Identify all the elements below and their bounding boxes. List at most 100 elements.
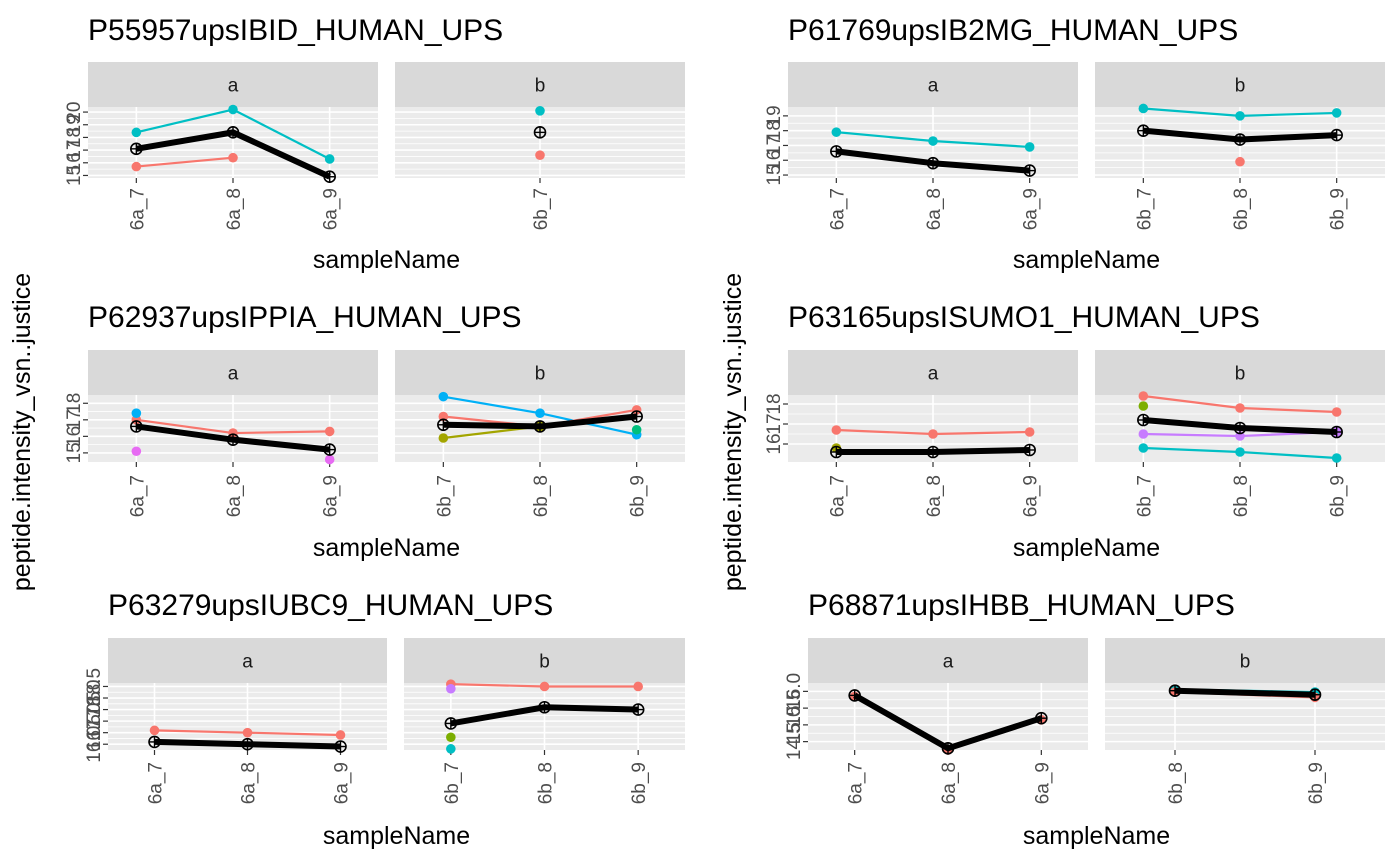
summary-point [437, 418, 450, 432]
data-point [1138, 401, 1149, 411]
summary-point [848, 689, 861, 702]
facet-strip [788, 62, 1078, 107]
facet-strip-label: a [228, 364, 239, 385]
series-line [136, 156, 234, 168]
x-axis-title: sampleName [323, 822, 470, 850]
summary-point [941, 742, 955, 755]
x-tick-label: 6a_7 [827, 475, 848, 517]
y-tick-label: 16 [764, 433, 785, 454]
summary-point [130, 142, 143, 156]
chart-title: P55957upsIBID_HUMAN_UPS [88, 14, 503, 47]
x-tick-label: 6b_9 [1306, 762, 1327, 804]
data-point [539, 681, 550, 692]
x-tick-label: 6a_8 [239, 762, 260, 804]
x-tick-label: 6a_9 [1032, 762, 1053, 804]
data-point [228, 104, 238, 115]
x-tick-label: 6a_8 [224, 188, 245, 230]
data-point [1024, 142, 1035, 152]
y-tick-label: 17.5 [84, 691, 105, 728]
y-tick-label: 15 [64, 165, 85, 186]
x-tick-label: 6a_9 [332, 762, 353, 804]
x-tick-label: 6b_7 [1134, 188, 1155, 230]
y-tick-label: 16 [64, 426, 85, 447]
summary-point [323, 170, 336, 184]
facet-panel: a 6a_7 6a_8 6a_9 [88, 350, 378, 517]
summary-point [1233, 133, 1247, 146]
facet-panel: b 6b_7 6b_8 6b_9 [395, 350, 685, 517]
data-point [324, 154, 335, 164]
summary-point [830, 445, 843, 459]
y-tick-label: 16.0 [784, 673, 805, 710]
x-tick-label: 6a_8 [224, 475, 245, 517]
data-point [928, 429, 938, 439]
summary-point [444, 717, 458, 730]
facet-strip [1105, 638, 1385, 683]
facet-strip [1095, 62, 1385, 107]
data-point [633, 681, 643, 692]
x-axis-title: sampleName [313, 246, 460, 274]
x-axis-title: sampleName [1013, 246, 1160, 274]
y-tick-label: 18 [764, 393, 785, 414]
y-tick-label: 15 [764, 164, 785, 185]
facet-panel: b 6b_7 6b_8 6b_9 [1095, 350, 1385, 517]
y-tick-label: 19 [64, 114, 85, 135]
summary-point [1023, 164, 1036, 177]
chart-title: P61769upsIB2MG_HUMAN_UPS [788, 14, 1238, 47]
data-point [324, 426, 335, 437]
facet-strip-label: a [928, 364, 939, 385]
x-tick-label: 6a_7 [827, 188, 848, 230]
x-tick-label: 6b_9 [628, 475, 649, 517]
facet-strip-label: b [1240, 652, 1251, 673]
facet-panel: b 6b_7 6b_8 6b_9 [1095, 62, 1385, 230]
y-tick-label: 14.5 [784, 723, 805, 760]
y-tick-label: 18.0 [84, 680, 105, 717]
y-tick-label: 16.5 [84, 714, 105, 751]
y-tick-label: 18 [764, 120, 785, 141]
facet-strip-label: b [539, 652, 550, 673]
facet-strip-label: b [1235, 76, 1246, 97]
facet-strip [404, 638, 685, 683]
summary-point [1035, 711, 1048, 725]
data-point [831, 127, 842, 137]
chart-title: P62937upsIPPIA_HUMAN_UPS [88, 301, 522, 334]
x-tick-label: 6a_9 [321, 188, 342, 230]
x-axis-title: sampleName [1013, 534, 1160, 562]
summary-point [538, 700, 551, 714]
y-axis-title: peptide.intensity_vsn..justice [719, 273, 747, 591]
y-tick-label: 17 [764, 135, 785, 156]
data-point [1138, 443, 1149, 453]
x-axis-title: sampleName [1023, 822, 1170, 850]
data-point [928, 136, 938, 146]
summary-point [334, 740, 347, 753]
y-tick-label: 17 [764, 413, 785, 434]
x-tick-label: 6b_7 [442, 762, 463, 804]
facet-panel: b 6b_7 6b_8 6b_9 [404, 638, 685, 804]
summary-point [631, 703, 645, 716]
facet-strip [788, 350, 1078, 395]
data-point [446, 732, 456, 743]
y-tick-label: 17 [64, 409, 85, 430]
facet-strip-label: a [242, 652, 253, 673]
chart-title: P63279upsIUBC9_HUMAN_UPS [108, 589, 553, 622]
summary-point [926, 445, 940, 459]
facet-panel: a 6a_7 6a_8 6a_9 [788, 350, 1078, 517]
x-tick-label: 6a_9 [1021, 475, 1042, 517]
y-tick-label: 18 [64, 127, 85, 148]
summary-point [226, 126, 240, 139]
facet-panel: a 6a_7 6a_8 6a_9 [108, 638, 387, 804]
chart-panel: P63279upsIUBC9_HUMAN_UPS 16.016.517.017.5… [84, 589, 685, 850]
x-tick-label: 6a_7 [127, 475, 148, 517]
data-point [1331, 407, 1342, 417]
data-point [535, 106, 545, 116]
y-tick-label: 16.0 [84, 726, 105, 763]
data-point [1235, 403, 1245, 413]
data-point [242, 727, 253, 738]
facet-strip [108, 638, 387, 683]
y-tick-label: 18 [64, 393, 85, 414]
x-tick-label: 6b_8 [531, 475, 552, 517]
facet-strip-label: b [535, 76, 546, 97]
